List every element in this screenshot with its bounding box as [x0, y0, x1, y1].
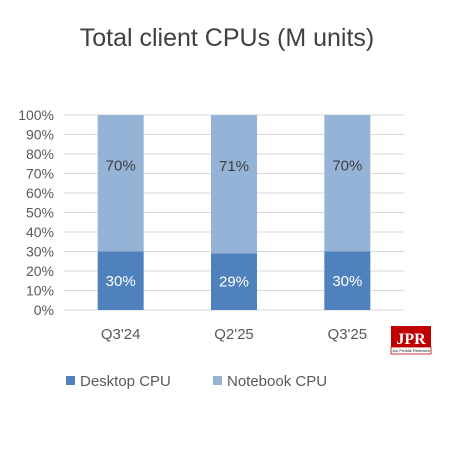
jpr-logo: JPR Jon Peddie Research — [390, 326, 432, 355]
legend: Desktop CPU Notebook CPU — [66, 373, 327, 390]
data-label: 71% — [219, 158, 249, 175]
y-tick-label: 30% — [26, 244, 54, 260]
y-tick-label: 50% — [26, 205, 54, 221]
x-tick-label: Q3'25 — [328, 326, 368, 343]
bar-segment-desktop — [211, 253, 257, 310]
y-tick-label: 20% — [26, 263, 54, 279]
bar-segment-notebook — [97, 115, 144, 252]
y-tick-label: 80% — [26, 146, 54, 162]
y-tick-label: 60% — [26, 185, 54, 201]
legend-label: Desktop CPU — [80, 373, 171, 390]
logo-mark: JPR — [396, 331, 426, 348]
data-label: 29% — [219, 274, 249, 291]
y-axis-ticks: 0% 10% 20% 30% 40% 50% 60% 70% 80% 90% 100% — [18, 107, 54, 318]
y-tick-label: 90% — [26, 127, 54, 143]
chart-title: Total client CPUs (M units) — [80, 24, 375, 52]
legend-label: Notebook CPU — [227, 373, 327, 390]
logo-subtext: Jon Peddie Research — [392, 348, 430, 353]
y-tick-label: 0% — [34, 302, 54, 318]
bar-segment-desktop — [97, 251, 144, 310]
x-tick-label: Q3'24 — [101, 326, 141, 343]
data-label: 30% — [106, 273, 136, 290]
bars: 30% 70% 29% 71% 30% 70% — [97, 115, 371, 310]
y-tick-label: 40% — [26, 224, 54, 240]
legend-swatch — [66, 376, 75, 385]
data-label: 70% — [332, 157, 362, 174]
data-label: 70% — [106, 157, 136, 174]
data-label: 30% — [332, 273, 362, 290]
logo-band — [390, 346, 432, 355]
legend-swatch — [213, 376, 222, 385]
x-tick-label: Q2'25 — [214, 326, 254, 343]
bar-segment-notebook — [324, 115, 371, 252]
bar-segment-notebook — [211, 115, 257, 254]
y-tick-label: 100% — [18, 107, 54, 123]
x-axis-ticks: Q3'24 Q2'25 Q3'25 — [101, 326, 367, 343]
y-tick-label: 10% — [26, 283, 54, 299]
bar-segment-desktop — [324, 251, 371, 310]
y-tick-label: 70% — [26, 166, 54, 182]
